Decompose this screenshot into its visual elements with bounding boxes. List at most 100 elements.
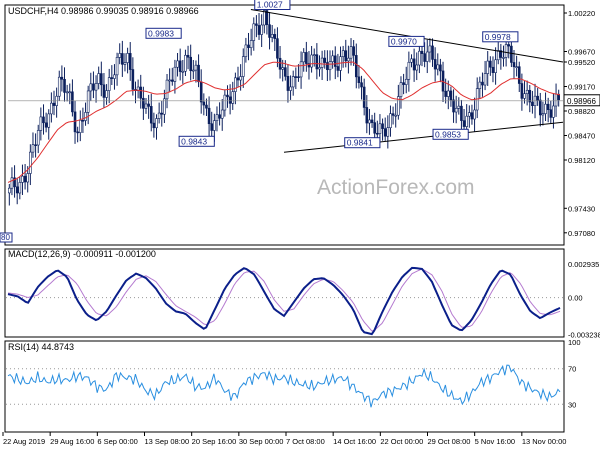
price-annotation-box [254, 0, 291, 11]
candle-body [428, 45, 432, 53]
price-annotation-label: 0.9843 [181, 136, 207, 146]
candle-body [239, 76, 242, 81]
candle-body [305, 52, 308, 64]
candle-body [76, 131, 79, 134]
candle-body [15, 186, 19, 194]
candle-body [491, 66, 495, 73]
candle-body [554, 93, 558, 107]
candle-body [18, 182, 22, 194]
candle-body [460, 105, 463, 121]
candle-body [155, 118, 158, 129]
candle-body [268, 24, 271, 38]
candle-body [397, 96, 400, 116]
price-panel-frame [4, 4, 565, 246]
candle-body [176, 60, 179, 68]
candle-body [407, 61, 411, 80]
price-annotation-box [145, 27, 182, 39]
price-annotation-label: 0.9853 [435, 129, 461, 139]
x-axis-tick-label: 13 Sep 08:00 [145, 437, 190, 446]
ma-layer [7, 61, 561, 183]
candle-body [439, 64, 442, 72]
candle-body [139, 86, 143, 99]
candle-body [160, 112, 164, 115]
x-axis-tick-label: 7 Oct 08:00 [286, 437, 325, 446]
candle-body [257, 25, 261, 35]
candle-body [381, 123, 384, 129]
price-annotation-label: 0.9978 [485, 32, 511, 42]
candle-body [349, 46, 353, 59]
price-y-tick-label: 0.98470 [568, 132, 595, 141]
trendline-upper [250, 9, 564, 63]
candle-body [149, 106, 153, 124]
candle-body [520, 83, 524, 99]
candle-body [431, 45, 434, 60]
candle-body [462, 120, 466, 127]
candle-body [404, 78, 408, 85]
macd-panel-frame [4, 248, 565, 338]
candle-body [449, 90, 453, 101]
candle-body [178, 60, 182, 72]
candle-body [376, 132, 379, 135]
candle-body [71, 91, 74, 113]
candle-body [228, 96, 232, 104]
candle-body [370, 119, 374, 123]
candle-body [523, 93, 526, 99]
candle-body [410, 58, 413, 63]
candle-body [402, 82, 405, 85]
candle-body [481, 81, 484, 86]
candle-body [94, 83, 98, 91]
candle-body [391, 113, 395, 116]
x-axis-tick-label: 14 Oct 16:00 [333, 437, 376, 446]
price-annotation-label: 1.0027 [257, 0, 283, 10]
candle-body [336, 66, 340, 71]
candle-body [291, 76, 295, 88]
candle-body [454, 107, 458, 113]
candle-body [531, 101, 534, 106]
candle-body [281, 67, 284, 70]
candle-body [128, 53, 132, 70]
candle-body [425, 51, 429, 62]
candle-body [100, 73, 103, 86]
grid-layer [6, 297, 563, 405]
x-axis-tick-label: 30 Sep 00:00 [239, 437, 284, 446]
price-y-tick-label: 0.99520 [568, 58, 595, 67]
candle-body [276, 38, 279, 59]
candle-body [399, 82, 403, 97]
candle-body [44, 122, 48, 128]
candle-body [494, 59, 497, 73]
candle-body [315, 54, 319, 70]
candle-body [123, 62, 127, 65]
candle-body [541, 113, 545, 116]
left-edge-label-box [0, 232, 13, 243]
candle-body [152, 122, 156, 129]
candle-body [478, 81, 482, 89]
candle-body [499, 50, 503, 58]
candle-body [29, 151, 32, 174]
candle-body [84, 112, 87, 121]
candle-body [362, 86, 366, 108]
candle-body [331, 55, 334, 62]
candle-body [218, 114, 221, 119]
candle-body [326, 62, 329, 71]
candle-body [386, 127, 390, 137]
candle-body [113, 74, 116, 79]
candle-body [418, 50, 421, 66]
candle-body [515, 66, 518, 68]
candle-body [289, 86, 292, 91]
current-price-label: 0.98966 [567, 97, 596, 106]
candle-body [489, 60, 492, 68]
candle-body [241, 56, 245, 77]
macd-y-tick-label: 0.002935 [568, 260, 599, 269]
candle-body [502, 57, 505, 59]
price-y-tick-label: 0.98820 [568, 107, 595, 116]
candle-body [270, 34, 274, 38]
candle-body [107, 77, 111, 91]
candle-body [197, 64, 200, 83]
candle-body [213, 120, 216, 131]
candle-body [528, 89, 532, 103]
rsi-line [7, 364, 561, 408]
candle-body [163, 98, 166, 115]
candle-body [231, 91, 235, 104]
candle-body [452, 99, 455, 113]
candle-body [318, 67, 321, 70]
